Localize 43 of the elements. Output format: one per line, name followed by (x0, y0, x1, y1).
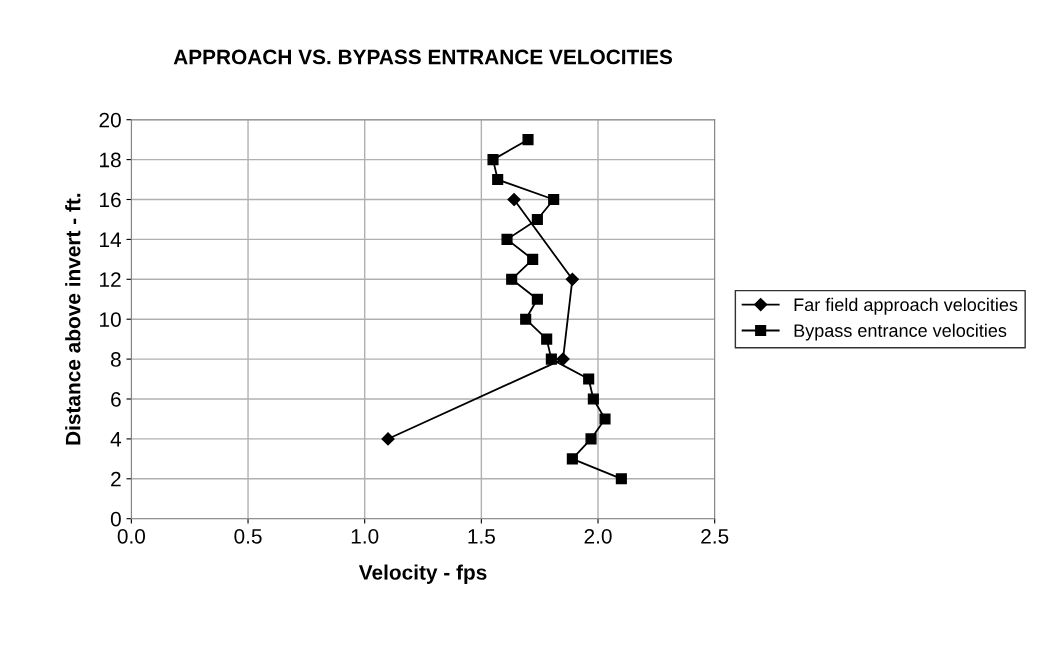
y-axis-title: Distance above invert - ft. (65, 193, 81, 445)
x-tick-label: 2.5 (701, 528, 729, 544)
point (599, 413, 611, 425)
point (585, 433, 597, 445)
y-tick-label: 0 (110, 511, 121, 527)
y-tick-label: 6 (111, 392, 121, 407)
y-tick-label: 16 (100, 192, 121, 208)
legend-label: Bypass entrance velocities (794, 323, 1007, 341)
y-tick-label: 10 (100, 312, 121, 327)
point (541, 333, 553, 345)
legend-label: Far field approach velocities (794, 297, 1018, 315)
y-tick-label: 12 (100, 272, 121, 287)
point (531, 213, 543, 226)
y-tick-label: 14 (100, 232, 122, 247)
y-tick-label: 4 (110, 432, 122, 447)
point (381, 432, 395, 446)
x-tick-label: 1.5 (468, 529, 495, 544)
point (531, 293, 543, 305)
point (492, 173, 504, 186)
point (506, 273, 518, 285)
point (527, 253, 539, 265)
y-tick-label: 8 (110, 352, 121, 367)
point (507, 192, 521, 207)
point (487, 154, 499, 166)
point (615, 473, 627, 485)
point (501, 233, 513, 245)
y-tick-label: 2 (111, 471, 121, 487)
y-tick-label: 18 (100, 152, 121, 168)
point (566, 453, 578, 465)
point (548, 193, 560, 206)
x-tick-label: 2.0 (584, 528, 612, 544)
x-tick-label: 1.0 (351, 528, 379, 544)
x-tick-label: 0.5 (234, 528, 262, 544)
x-tick-label: 0.0 (117, 528, 146, 544)
point (545, 353, 557, 365)
point (520, 313, 532, 325)
point (583, 373, 595, 385)
point (587, 393, 599, 405)
point (522, 134, 534, 146)
point (565, 272, 579, 286)
chart-title: APPROACH VS. BYPASS ENTRANCE VELOCITIES (173, 49, 673, 65)
y-tick-label: 20 (99, 112, 121, 128)
x-axis-title: Velocity - fps (358, 564, 487, 584)
